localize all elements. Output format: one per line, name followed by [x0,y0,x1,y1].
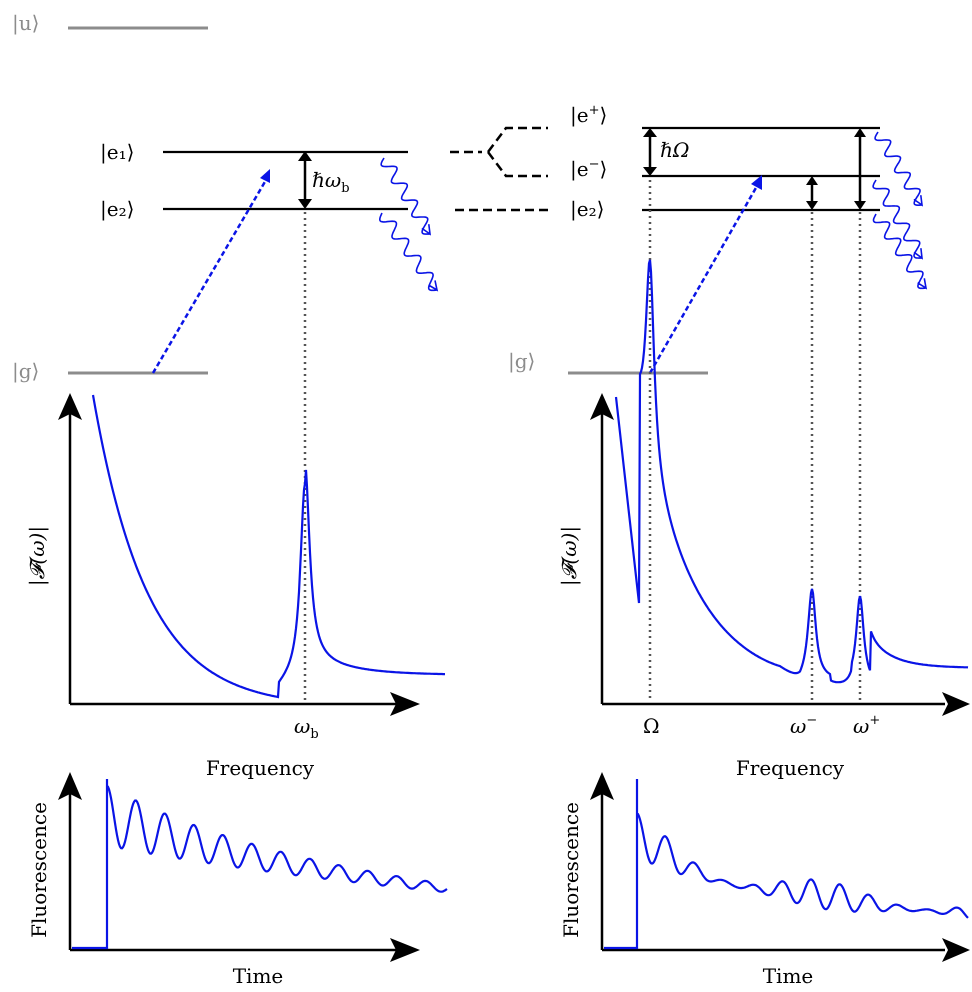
emission-wave-left-2 [378,212,439,292]
excitation-arrow-right-head [751,175,762,190]
time-right-xlabel: Time [763,964,814,988]
time-left-x-arrow [390,938,420,962]
gap-arrow-minus-head-up [806,176,818,185]
spectrum-right-y-arrow [590,393,614,420]
level-e2-right-label: |e₂⟩ [570,197,604,222]
time-right-ylabel: Fluorescence [559,802,583,938]
spectrum-right-x-arrow [942,692,970,716]
emission-wave-right-1 [874,131,924,207]
gap-arrow-plus-head-down [854,201,866,210]
gap-label-right: ℏΩ [660,138,689,162]
time-right-y-arrow [590,772,614,800]
gap-arrow-right-head-down [643,167,657,176]
level-e-plus-label: |e+⟩ [570,103,607,128]
emission-wave-left-1 [380,157,432,236]
level-g-right-label: |g⟩ [508,349,535,374]
tick-omega-b: ωb [294,714,319,742]
level-g-left-label: |g⟩ [12,359,39,384]
excitation-arrow-left-head [260,169,270,183]
emission-wave-right-2 [872,179,923,260]
level-e1-label: |e₁⟩ [100,140,134,165]
level-e-minus-label: |e−⟩ [570,157,607,182]
gap-arrow-minus-head-down [806,201,818,210]
connector-split-down [487,151,548,178]
spectrum-right-xlabel: Frequency [736,756,845,780]
time-left-ylabel: Fluorescence [27,802,51,938]
time-right-curve [604,779,969,950]
spectrum-right-curve [614,259,969,684]
time-right-x-arrow [942,938,970,962]
gap-arrow-left-head-down [298,199,312,209]
time-left-curve [72,779,448,950]
spectrum-left-curve [91,394,445,699]
gap-label-left: ℏωb [312,168,350,196]
spectrum-left-y-arrow [58,393,82,420]
time-left-xlabel: Time [233,964,284,988]
spectrum-left-xlabel: Frequency [206,756,315,780]
time-left-y-arrow [58,772,82,800]
spectrum-left-x-arrow [390,692,420,716]
level-u-label: |u⟩ [12,11,39,36]
tick-omega-plus: ω+ [853,713,880,738]
spectrum-right-ylabel: |𝓕(ω)| [557,526,582,586]
connector-split-up [487,126,548,153]
level-e2-left-label: |e₂⟩ [100,197,134,222]
gap-arrow-right-head-up [643,128,657,137]
gap-arrow-plus-head-up [854,128,866,137]
excitation-arrow-right [648,185,759,374]
excitation-arrow-left [151,179,268,374]
tick-omega-minus: ω− [790,713,817,738]
spectrum-left-ylabel: |𝓕(ω)| [25,526,50,586]
emission-wave-right-3 [872,213,928,290]
gap-arrow-left-head-up [298,151,312,161]
tick-omega: Ω [643,714,660,738]
